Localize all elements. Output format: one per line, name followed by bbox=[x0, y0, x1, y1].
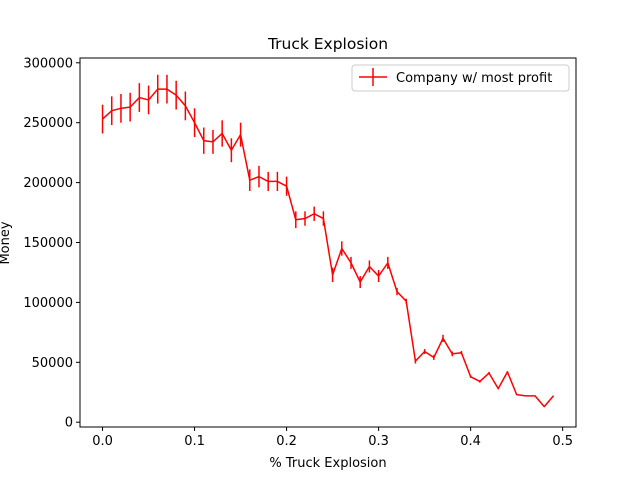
legend: Company w/ most profit bbox=[351, 64, 570, 92]
y-axis-label: Money bbox=[0, 221, 13, 264]
chart-title: Truck Explosion bbox=[267, 35, 388, 53]
y-tick-label: 0 bbox=[65, 416, 73, 431]
y-tick-label: 100000 bbox=[23, 296, 73, 311]
x-tick-label: 0.5 bbox=[552, 434, 573, 449]
x-axis-label: % Truck Explosion bbox=[269, 456, 386, 471]
y-tick-label: 150000 bbox=[23, 236, 73, 251]
y-tick-label: 250000 bbox=[23, 116, 73, 131]
y-tick-label: 50000 bbox=[32, 356, 73, 371]
legend-label: Company w/ most profit bbox=[396, 71, 552, 86]
legend-box bbox=[351, 64, 570, 92]
x-tick-label: 0.3 bbox=[368, 434, 389, 449]
y-tick-label: 200000 bbox=[23, 176, 73, 191]
series-line bbox=[102, 88, 555, 408]
x-tick-label: 0.1 bbox=[184, 434, 205, 449]
x-tick-label: 0.0 bbox=[92, 434, 113, 449]
x-tick-label: 0.2 bbox=[276, 434, 297, 449]
y-tick-label: 300000 bbox=[23, 56, 73, 71]
x-tick-label: 0.4 bbox=[460, 434, 481, 449]
y-axis: 0 50000 100000 150000 200000 250000 300000 bbox=[23, 56, 80, 431]
plot-area bbox=[101, 74, 555, 408]
x-axis: 0.0 0.1 0.2 0.3 0.4 0.5 bbox=[92, 427, 573, 449]
